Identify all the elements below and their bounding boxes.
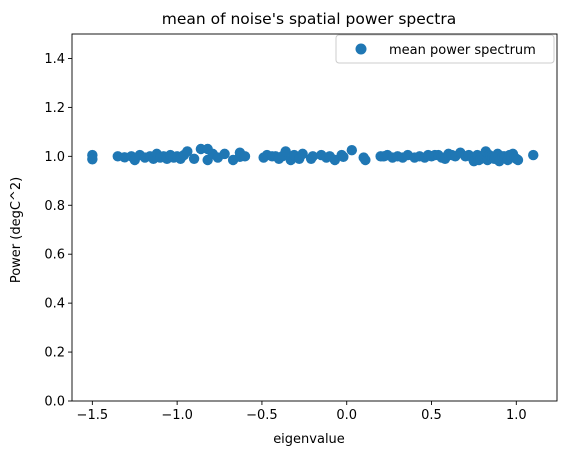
y-tick-label: 1.0 bbox=[44, 150, 65, 165]
y-axis-label: Power (degC^2) bbox=[9, 177, 24, 283]
data-point bbox=[182, 146, 193, 157]
chart-title: mean of noise's spatial power spectra bbox=[162, 10, 457, 28]
x-tick-label: 0.5 bbox=[421, 408, 442, 423]
y-tick-label: 0.0 bbox=[44, 395, 65, 410]
x-tick-label: −1.0 bbox=[161, 408, 193, 423]
plot-area bbox=[71, 33, 558, 402]
legend-label: mean power spectrum bbox=[389, 43, 536, 58]
y-tick-label: 0.2 bbox=[44, 346, 65, 361]
data-point bbox=[280, 146, 291, 157]
data-point bbox=[360, 154, 371, 166]
y-tick-label: 0.6 bbox=[44, 248, 65, 263]
legend-box bbox=[335, 34, 555, 64]
y-tick-label: 1.4 bbox=[44, 52, 65, 67]
x-axis: −1.5 −1.0 −0.5 0.0 0.5 1.0 bbox=[77, 401, 527, 423]
plot-frame bbox=[71, 33, 558, 402]
data-point bbox=[338, 151, 349, 163]
legend-marker bbox=[355, 43, 367, 55]
data-point bbox=[307, 151, 319, 162]
data-point bbox=[239, 151, 251, 162]
data-point bbox=[297, 148, 308, 160]
data-point bbox=[528, 149, 539, 161]
data-point bbox=[87, 154, 98, 165]
data-point bbox=[219, 148, 230, 160]
x-tick-label: −1.5 bbox=[77, 408, 109, 423]
y-tick-label: 0.8 bbox=[44, 199, 65, 214]
x-axis-label: eigenvalue bbox=[273, 432, 345, 447]
data-point bbox=[188, 153, 200, 164]
x-tick-label: 1.0 bbox=[506, 408, 527, 423]
data-point bbox=[512, 154, 524, 166]
y-tick-label: 0.4 bbox=[44, 297, 65, 312]
y-axis: 0.0 0.2 0.4 0.6 0.8 1.0 1.2 1.4 bbox=[44, 52, 72, 410]
x-tick-label: 0.0 bbox=[336, 408, 357, 423]
data-point bbox=[346, 145, 358, 156]
y-tick-label: 1.2 bbox=[44, 101, 65, 116]
x-tick-label: −0.5 bbox=[246, 408, 278, 423]
legend: mean power spectrum bbox=[335, 34, 555, 64]
